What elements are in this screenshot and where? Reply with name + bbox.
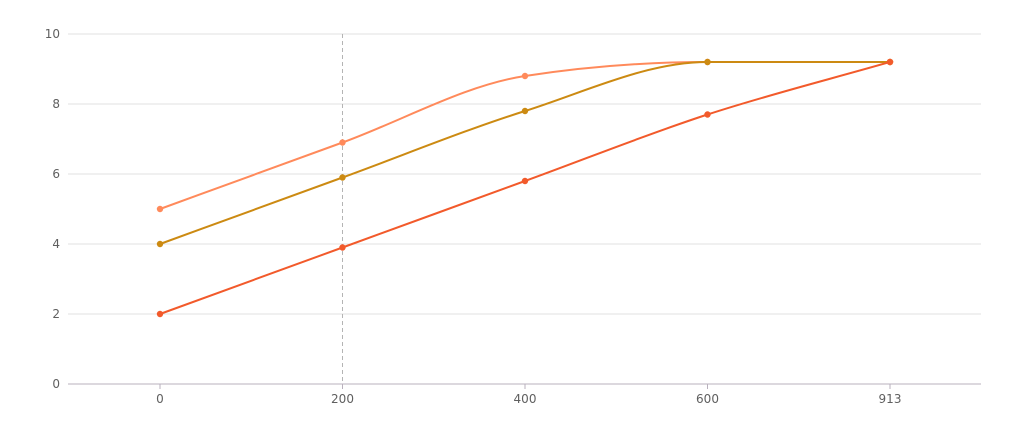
x-tick-label: 600 [696,392,719,406]
data-point[interactable] [339,244,346,251]
data-point[interactable] [156,310,164,318]
data-point[interactable] [156,240,164,248]
series-line [159,60,891,210]
x-tick-label: 913 [879,392,902,406]
x-tick-label: 200 [331,392,354,406]
y-axis-ticks: 0 2 4 6 8 10 [45,27,60,391]
data-point[interactable] [339,139,346,146]
data-point[interactable] [704,58,711,66]
series-1 [156,58,894,213]
data-point[interactable] [704,111,711,118]
y-tick-label: 8 [52,97,60,111]
data-point[interactable] [156,205,164,213]
y-grid [68,33,981,315]
data-point[interactable] [521,72,529,80]
x-axis-ticks: 0 200 400 600 913 [156,384,901,406]
series-2 [156,58,894,248]
x-tick-label: 0 [156,392,164,406]
data-point[interactable] [339,174,346,181]
series-group [156,58,894,318]
y-tick-label: 2 [52,307,60,321]
series-line [159,60,891,245]
y-tick-label: 4 [52,237,60,251]
y-tick-label: 0 [52,377,60,391]
data-point[interactable] [521,107,529,115]
data-point[interactable] [886,58,894,66]
y-tick-label: 10 [45,27,60,41]
x-tick-label: 400 [514,392,537,406]
series-3 [156,58,894,318]
series-line [159,61,891,315]
y-tick-label: 6 [52,167,60,181]
data-point[interactable] [521,177,529,185]
